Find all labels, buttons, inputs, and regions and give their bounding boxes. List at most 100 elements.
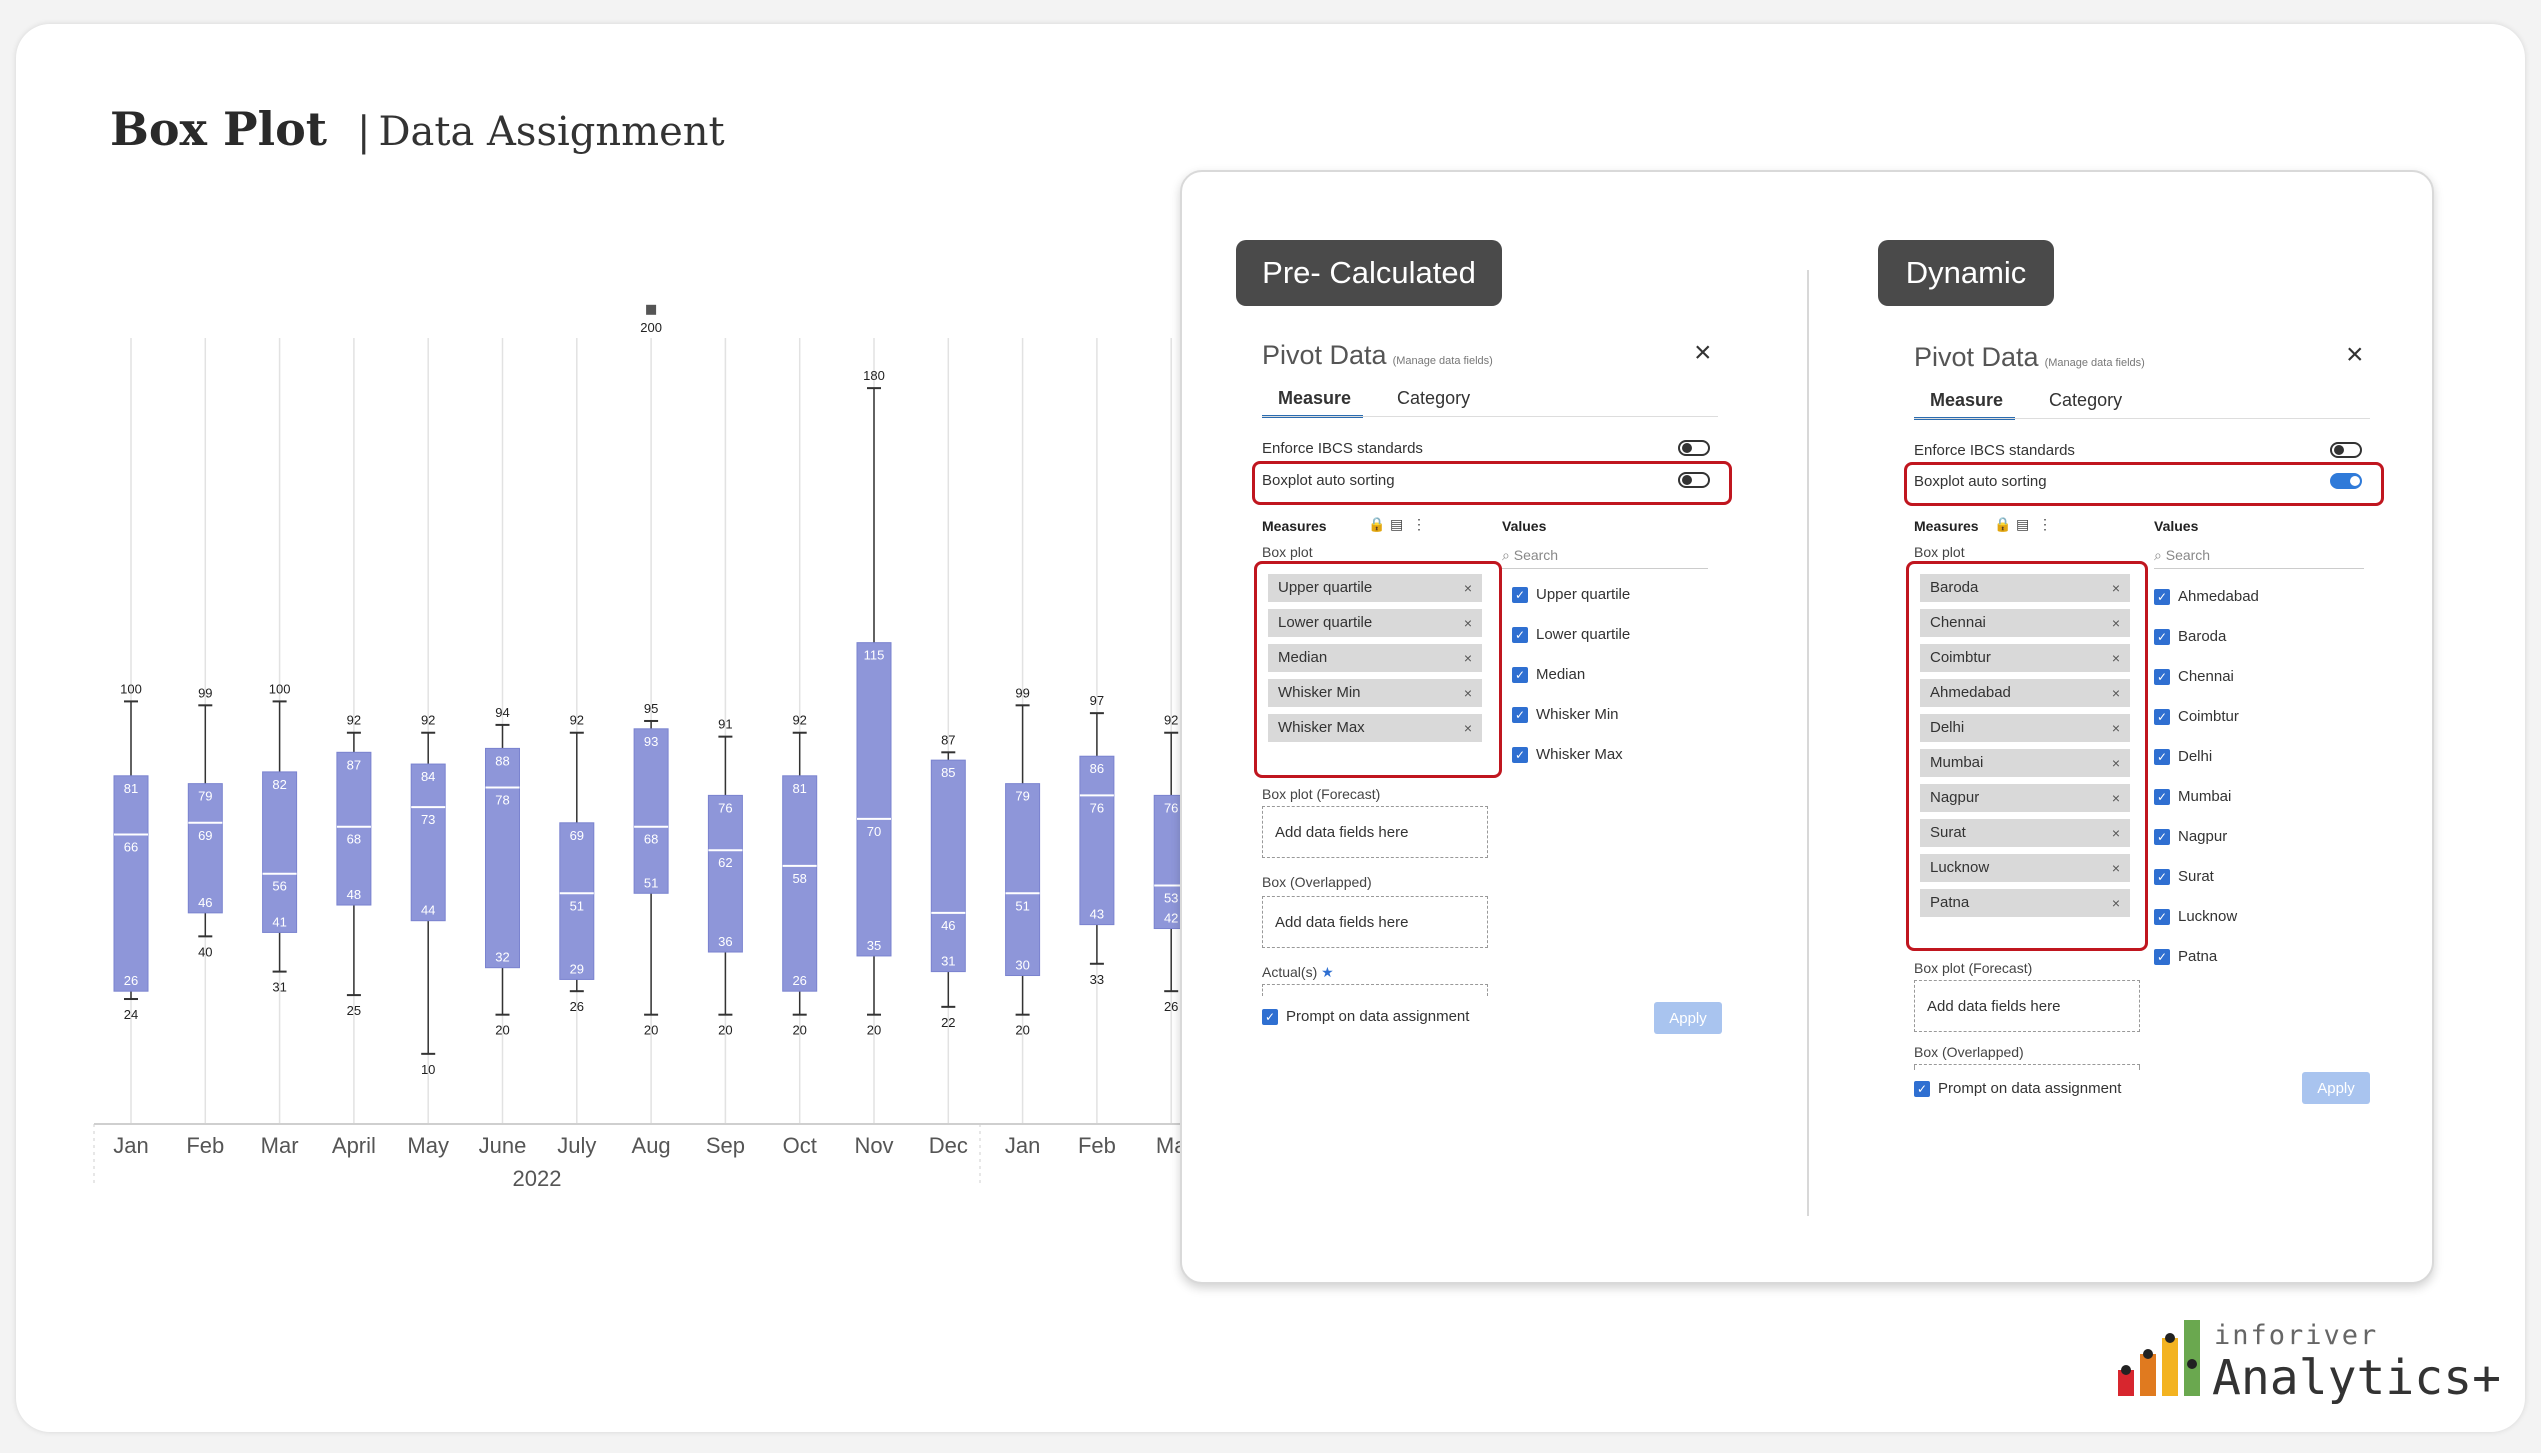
lower-quartile-label: 29 bbox=[570, 961, 584, 976]
prompt-checkbox[interactable]: ✓ Prompt on data assignment bbox=[1262, 1008, 1469, 1025]
remove-field-icon[interactable]: × bbox=[1463, 615, 1472, 631]
box-plot-field[interactable]: Lower quartile × bbox=[1268, 609, 1482, 637]
lower-quartile-label: 43 bbox=[1090, 907, 1104, 922]
value-checkbox[interactable]: ✓ Coimbtur bbox=[2154, 708, 2239, 725]
pivot-data-pane-precalculated: Pivot Data (Manage data fields) × Measure… bbox=[1252, 336, 1732, 1040]
value-label: Baroda bbox=[2178, 628, 2227, 645]
median-label: 69 bbox=[198, 828, 212, 843]
close-icon[interactable]: × bbox=[1694, 336, 1712, 369]
remove-field-icon[interactable]: × bbox=[2111, 580, 2120, 596]
forecast-dropzone[interactable]: Add data fields here bbox=[1262, 806, 1488, 858]
box-plot-field[interactable]: Ahmedabad × bbox=[1920, 679, 2130, 707]
whisker-max-label: 100 bbox=[269, 681, 291, 696]
box-plot-field[interactable]: Surat × bbox=[1920, 819, 2130, 847]
box-plot-field[interactable]: Mumbai × bbox=[1920, 749, 2130, 777]
outlier-label: 200 bbox=[640, 320, 662, 335]
value-checkbox[interactable]: ✓ Whisker Max bbox=[1512, 746, 1623, 763]
box-plot-field[interactable]: Delhi × bbox=[1920, 714, 2130, 742]
lock-icon[interactable]: 🔒 bbox=[1368, 516, 1386, 532]
box-plot-field[interactable]: Baroda × bbox=[1920, 574, 2130, 602]
box-plot-field[interactable]: Median × bbox=[1268, 644, 1482, 672]
value-checkbox[interactable]: ✓ Lower quartile bbox=[1512, 626, 1630, 643]
values-search[interactable]: ⌕ Search bbox=[2154, 547, 2364, 569]
whisker-min-label: 31 bbox=[272, 980, 286, 995]
remove-field-icon[interactable]: × bbox=[2111, 720, 2120, 736]
remove-field-icon[interactable]: × bbox=[2111, 650, 2120, 666]
more-icon[interactable]: ⋮ bbox=[2038, 516, 2052, 532]
enforce-ibcs-toggle[interactable] bbox=[2330, 442, 2362, 458]
remove-field-icon[interactable]: × bbox=[1463, 685, 1472, 701]
tab-measure[interactable]: Measure bbox=[1914, 390, 2016, 420]
box-plot-field[interactable]: Coimbtur × bbox=[1920, 644, 2130, 672]
search-icon: ⌕ bbox=[1502, 547, 1514, 563]
enforce-ibcs-toggle[interactable] bbox=[1678, 440, 1710, 456]
remove-field-icon[interactable]: × bbox=[2111, 615, 2120, 631]
more-icon[interactable]: ⋮ bbox=[1412, 516, 1426, 532]
value-checkbox[interactable]: ✓ Median bbox=[1512, 666, 1585, 683]
apply-button[interactable]: Apply bbox=[2302, 1072, 2370, 1104]
auto-sort-toggle[interactable] bbox=[2330, 473, 2362, 489]
x-tick-label: Aug bbox=[632, 1133, 671, 1158]
overlapped-label: Box (Overlapped) bbox=[1262, 874, 1372, 890]
x-tick-label: Feb bbox=[186, 1133, 224, 1158]
overlapped-dropzone[interactable] bbox=[1914, 1064, 2140, 1070]
table-icon[interactable]: ▤ bbox=[1390, 516, 1404, 532]
median-label: 76 bbox=[1090, 800, 1104, 815]
remove-field-icon[interactable]: × bbox=[2111, 755, 2120, 771]
overlapped-dropzone[interactable]: Add data fields here bbox=[1262, 896, 1488, 948]
whisker-min-label: 10 bbox=[421, 1062, 435, 1077]
box-plot-field[interactable]: Lucknow × bbox=[1920, 854, 2130, 882]
box-plot-field[interactable]: Patna × bbox=[1920, 889, 2130, 917]
apply-button[interactable]: Apply bbox=[1654, 1002, 1722, 1034]
remove-field-icon[interactable]: × bbox=[2111, 895, 2120, 911]
lower-quartile-label: 51 bbox=[644, 875, 658, 890]
whisker-min-label: 25 bbox=[347, 1003, 361, 1018]
auto-sort-toggle[interactable] bbox=[1678, 472, 1710, 488]
values-search[interactable]: ⌕ Search bbox=[1502, 547, 1708, 569]
remove-field-icon[interactable]: × bbox=[1463, 580, 1472, 596]
upper-quartile-label: 88 bbox=[495, 753, 509, 768]
remove-field-icon[interactable]: × bbox=[2111, 790, 2120, 806]
close-icon[interactable]: × bbox=[2346, 338, 2364, 371]
tab-category[interactable]: Category bbox=[1397, 388, 1471, 408]
value-checkbox[interactable]: ✓ Delhi bbox=[2154, 748, 2212, 765]
whisker-min-label: 33 bbox=[1090, 972, 1104, 987]
upper-quartile-label: 93 bbox=[644, 734, 658, 749]
check-icon: ✓ bbox=[1512, 706, 1528, 723]
tab-category[interactable]: Category bbox=[2049, 390, 2123, 410]
box-plot-field[interactable]: Whisker Min × bbox=[1268, 679, 1482, 707]
box-plot-field[interactable]: Nagpur × bbox=[1920, 784, 2130, 812]
remove-field-icon[interactable]: × bbox=[2111, 685, 2120, 701]
page-title: Box Plot bbox=[110, 102, 327, 156]
field-label: Mumbai bbox=[1930, 754, 1984, 771]
box-plot-field[interactable]: Chennai × bbox=[1920, 609, 2130, 637]
value-checkbox[interactable]: ✓ Baroda bbox=[2154, 628, 2226, 645]
median-label: 78 bbox=[495, 793, 509, 808]
prompt-checkbox[interactable]: ✓ Prompt on data assignment bbox=[1914, 1080, 2121, 1097]
value-checkbox[interactable]: ✓ Upper quartile bbox=[1512, 586, 1630, 603]
value-checkbox[interactable]: ✓ Ahmedabad bbox=[2154, 588, 2259, 605]
value-label: Delhi bbox=[2178, 748, 2213, 765]
upper-quartile-label: 79 bbox=[198, 789, 212, 804]
value-checkbox[interactable]: ✓ Mumbai bbox=[2154, 788, 2231, 805]
value-checkbox[interactable]: ✓ Whisker Min bbox=[1512, 706, 1619, 723]
tab-measure[interactable]: Measure bbox=[1262, 388, 1364, 418]
remove-field-icon[interactable]: × bbox=[1463, 650, 1472, 666]
value-checkbox[interactable]: ✓ Patna bbox=[2154, 948, 2217, 965]
lock-icon[interactable]: 🔒 bbox=[1994, 516, 2012, 532]
forecast-dropzone[interactable]: Add data fields here bbox=[1914, 980, 2140, 1032]
remove-field-icon[interactable]: × bbox=[1463, 720, 1472, 736]
value-checkbox[interactable]: ✓ Lucknow bbox=[2154, 908, 2237, 925]
value-checkbox[interactable]: ✓ Surat bbox=[2154, 868, 2214, 885]
actuals-dropzone[interactable] bbox=[1262, 984, 1488, 996]
value-checkbox[interactable]: ✓ Chennai bbox=[2154, 668, 2234, 685]
table-icon[interactable]: ▤ bbox=[2016, 516, 2030, 532]
x-tick-label: April bbox=[332, 1133, 376, 1158]
remove-field-icon[interactable]: × bbox=[2111, 860, 2120, 876]
remove-field-icon[interactable]: × bbox=[2111, 825, 2120, 841]
lower-quartile-label: 26 bbox=[792, 973, 806, 988]
value-checkbox[interactable]: ✓ Nagpur bbox=[2154, 828, 2227, 845]
box-plot-field[interactable]: Upper quartile × bbox=[1268, 574, 1482, 602]
median-label: 68 bbox=[644, 832, 658, 847]
box-plot-field[interactable]: Whisker Max × bbox=[1268, 714, 1482, 742]
